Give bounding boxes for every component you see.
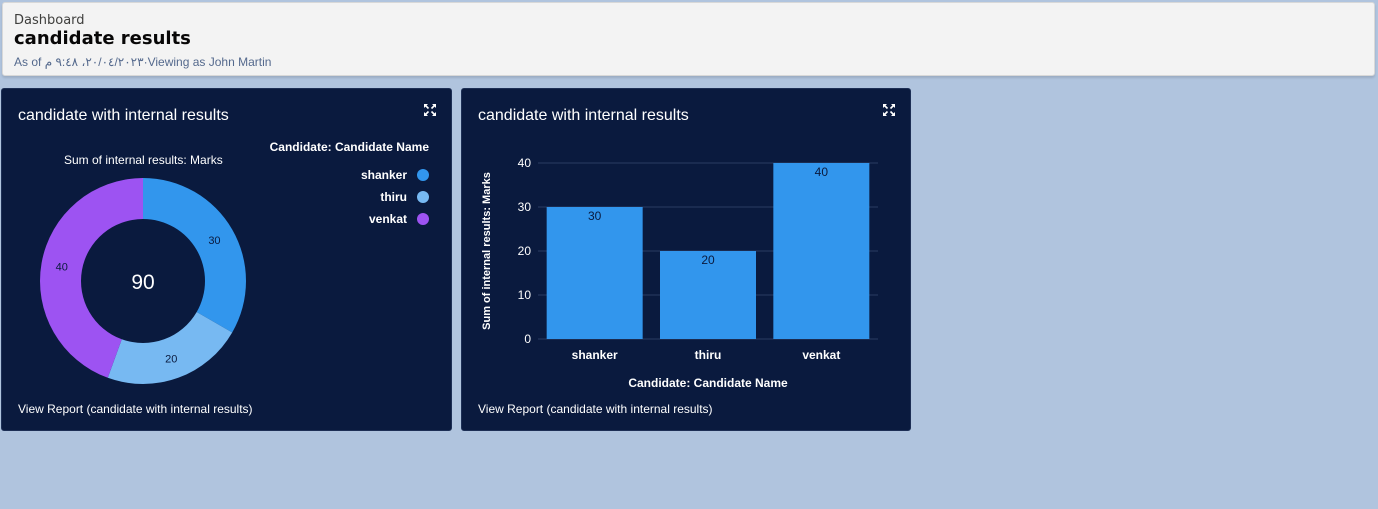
bar-thiru[interactable] (660, 251, 756, 339)
bar-shanker[interactable] (546, 207, 643, 339)
donut-chart-card: candidate with internal results Sum of i… (1, 88, 452, 431)
x-axis-label: Candidate: Candidate Name (628, 376, 788, 390)
donut-slice-thiru[interactable] (107, 312, 233, 384)
legend-label: thiru (380, 190, 407, 204)
bar-venkat[interactable] (773, 163, 870, 339)
expand-icon[interactable] (423, 103, 437, 117)
x-tick-label-venkat: venkat (802, 348, 840, 362)
legend-swatch (417, 213, 429, 225)
bar-value-label-shanker: 30 (588, 209, 602, 223)
legend-label: venkat (368, 212, 407, 226)
page-title: candidate results (14, 28, 191, 49)
legend-label: shanker (360, 168, 407, 182)
bar-value-label-thiru: 20 (701, 253, 715, 267)
y-tick-label: 0 (524, 332, 531, 346)
donut-slice-label-venkat: 40 (56, 262, 68, 274)
card-title: candidate with internal results (18, 107, 229, 124)
donut-chart: 30 20 40 90 (40, 178, 246, 384)
donut-measure-label: Sum of internal results: Marks (64, 153, 223, 167)
bar-value-label-venkat: 40 (815, 165, 829, 179)
legend-swatch (417, 169, 429, 181)
breadcrumb[interactable]: Dashboard (14, 13, 85, 28)
page-subtitle: As of ٢٠/٠٤/٢٠٢٣، ٩:٤٨ م·Viewing as John… (14, 55, 272, 69)
legend-item-thiru[interactable]: thiru (361, 186, 429, 208)
bar-chart: 0 10 20 30 40 30 shanker 20 thiru 40 venkat Candida… (481, 156, 878, 390)
donut-slice-label-shanker: 30 (208, 235, 220, 247)
y-tick-label: 10 (518, 288, 532, 302)
donut-slice-label-thiru: 20 (165, 354, 177, 366)
y-tick-label: 30 (518, 200, 532, 214)
view-report-link[interactable]: View Report (candidate with internal res… (478, 402, 713, 416)
card-title: candidate with internal results (478, 107, 689, 124)
view-report-link[interactable]: View Report (candidate with internal res… (18, 402, 253, 416)
x-tick-label-thiru: thiru (695, 348, 722, 362)
legend-item-shanker[interactable]: shanker (361, 164, 429, 186)
legend-title: Candidate: Candidate Name (269, 140, 429, 154)
y-tick-label: 40 (518, 156, 532, 170)
legend-swatch (417, 191, 429, 203)
x-tick-label-shanker: shanker (572, 348, 618, 362)
bar-chart-card: candidate with internal results 0 10 20 30 4… (461, 88, 911, 431)
legend-item-venkat[interactable]: venkat (361, 208, 429, 230)
y-tick-label: 20 (518, 244, 532, 258)
donut-slice-shanker[interactable] (143, 178, 246, 333)
legend: shanker thiru venkat (361, 164, 429, 230)
y-axis-label: Sum of internal results: Marks (481, 172, 493, 330)
expand-icon[interactable] (882, 103, 896, 117)
dashboard-header: Dashboard candidate results As of ٢٠/٠٤/… (2, 2, 1375, 76)
donut-total: 90 (131, 271, 154, 294)
donut-slice-venkat[interactable] (40, 178, 144, 378)
